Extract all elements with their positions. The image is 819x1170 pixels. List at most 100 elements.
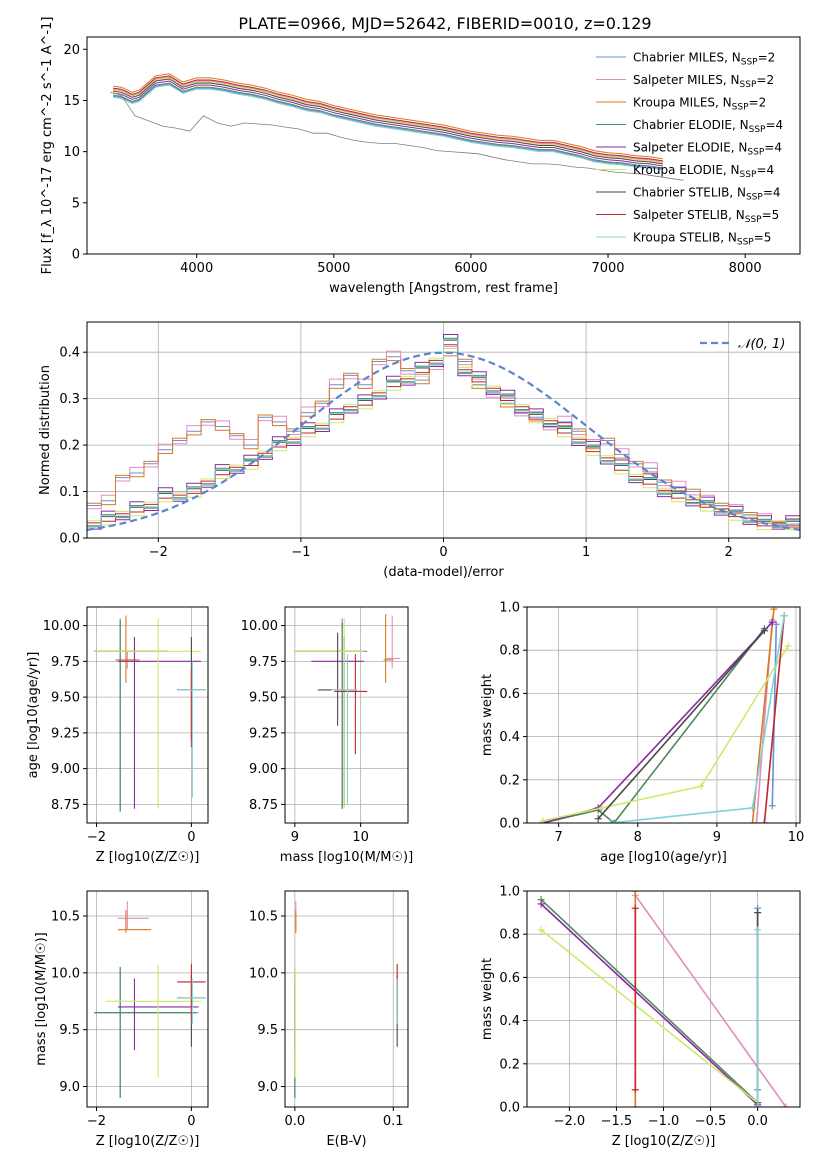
spectrum-marks — [110, 73, 684, 181]
weight-line — [542, 645, 789, 822]
weight-line — [634, 894, 787, 1107]
y-tick-label: 10.0 — [51, 966, 80, 981]
mass_vs_z-frame — [86, 890, 209, 1108]
y-tick-label: 9.0 — [59, 1080, 80, 1095]
y-tick-label: 0.6 — [499, 687, 520, 702]
spectrum-frame — [86, 36, 801, 255]
residuals-panel: −2 −1 0 1 2 0.0 0.1 0.2 0.3 0.4 (data-model)/error… — [38, 321, 801, 580]
y-tick-label: 10.0 — [249, 966, 278, 981]
mass_vs_z-panel: −2 0 9.0 9.5 10.0 10.5 Z [log10(Z/Z☉)] mass [lo… — [34, 890, 209, 1149]
x-tick-label: 4000 — [180, 261, 213, 276]
weight_vs_z-frame — [526, 890, 801, 1108]
x-axis-label: age [log10(age/yr)] — [600, 850, 727, 865]
x-tick-label: 8000 — [729, 261, 762, 276]
y-tick-label: 0.2 — [499, 773, 520, 788]
weight-marker — [537, 900, 545, 908]
residuals-frame — [86, 321, 801, 539]
weight-marker — [631, 1103, 639, 1107]
age_vs_z-frame — [86, 606, 209, 824]
legend-entry: 𝒩(0, 1) — [738, 337, 785, 352]
x-axis-label: Z [log10(Z/Z☉)] — [612, 1134, 716, 1149]
x-axis-label: Z [log10(Z/Z☉)] — [96, 850, 200, 865]
weight-line — [610, 615, 785, 823]
y-tick-label: 1.0 — [499, 885, 520, 900]
y-tick-label: 10.00 — [43, 619, 80, 634]
weight-line — [540, 899, 759, 1104]
y-tick-label: 9.0 — [257, 1080, 278, 1095]
weight-marker — [749, 804, 757, 812]
weight-line — [540, 929, 759, 1104]
y-tick-label: 5 — [72, 196, 80, 211]
x-tick-label: −0.5 — [695, 1114, 727, 1129]
x-tick-label: 10 — [788, 830, 805, 845]
x-axis-label: wavelength [Angstrom, rest frame] — [329, 281, 558, 296]
weight-marker — [754, 909, 762, 917]
weight_vs_z-panel: −2.0 −1.5 −1.0 −0.5 0.0 0.0 0.2 0.4 0.6 0.8 1.0 Z [… — [480, 885, 801, 1149]
residuals-marks — [87, 334, 800, 531]
y-tick-label: 9.5 — [257, 1023, 278, 1038]
x-tick-label: 0.0 — [284, 1114, 305, 1129]
y-axis-label: age [log10(age/yr)] — [26, 652, 41, 779]
y-tick-label: 8.75 — [51, 798, 80, 813]
weight-marker — [631, 1086, 639, 1094]
weight-marker — [610, 819, 618, 823]
y-tick-label: 0.4 — [499, 1014, 520, 1029]
y-tick-label: 0.0 — [499, 817, 520, 832]
x-axis-label: mass [log10(M/M☉)] — [280, 850, 413, 865]
x-tick-label: −1.0 — [648, 1114, 680, 1129]
x-tick-label: 6000 — [454, 261, 487, 276]
weight-line — [542, 621, 773, 823]
weight-marker — [768, 802, 776, 810]
x-tick-label: 5000 — [317, 261, 350, 276]
y-tick-label: 9.75 — [51, 655, 80, 670]
y-tick-label: 0.0 — [499, 1101, 520, 1116]
x-tick-label: −1.5 — [601, 1114, 633, 1129]
x-tick-label: 0 — [187, 830, 195, 845]
x-tick-label: 9 — [713, 830, 721, 845]
age_vs_z-marks — [94, 615, 206, 812]
weight-marker — [752, 819, 760, 823]
weight-marker — [770, 607, 778, 613]
y-tick-label: 0.2 — [499, 1057, 520, 1072]
weight-marker — [780, 612, 788, 620]
mass_vs_ebv-frame — [284, 890, 409, 1108]
age_vs_mass-panel: 9 10 8.75 9.00 9.25 9.50 9.75 10.00 mass [log10(… — [241, 606, 413, 865]
model-spectrum-line — [113, 78, 663, 165]
spectrum-legend: Chabrier MILES, NSSP=2 Salpeter MILES, NS… — [596, 51, 783, 248]
y-tick-label: 0.8 — [499, 644, 520, 659]
model-spectrum-line — [113, 82, 663, 169]
x-tick-label: −2 — [149, 545, 168, 560]
observed-spectrum-line — [110, 91, 684, 181]
legend-entry: Salpeter MILES, NSSP=2 — [633, 73, 774, 90]
x-tick-label: 1 — [582, 545, 590, 560]
y-tick-label: 9.50 — [51, 691, 80, 706]
age_vs_z-panel: −2 0 8.75 9.00 9.25 9.50 9.75 10.00 Z [log10(Z/Z… — [26, 606, 209, 865]
model-spectrum-line — [113, 84, 663, 171]
model-spectrum-line — [113, 75, 663, 162]
mass_vs_ebv-panel: 0.0 0.1 9.0 9.5 10.0 10.5 E(B-V) — [249, 890, 409, 1149]
model-spectrum-line — [113, 76, 663, 163]
y-tick-label: 9.00 — [51, 762, 80, 777]
y-tick-label: 10.5 — [51, 910, 80, 925]
x-tick-label: 10 — [352, 830, 369, 845]
weight-marker — [772, 620, 780, 628]
weight-marker — [539, 817, 547, 823]
x-tick-label: 0.0 — [747, 1114, 768, 1129]
legend-entry: Kroupa STELIB, NSSP=5 — [633, 231, 771, 248]
weight-line — [542, 628, 766, 823]
x-tick-label: 0 — [187, 1114, 195, 1129]
legend-entry: Chabrier ELODIE, NSSP=4 — [633, 118, 783, 135]
x-tick-label: −2.0 — [554, 1114, 586, 1129]
weight-marker — [598, 804, 606, 812]
model-spectrum-line — [113, 83, 663, 170]
x-tick-label: 9 — [291, 830, 299, 845]
x-tick-label: 0.1 — [383, 1114, 404, 1129]
weight-line — [763, 615, 785, 823]
y-tick-label: 0.0 — [59, 532, 80, 547]
legend-entry: Kroupa ELODIE, NSSP=4 — [633, 163, 774, 180]
y-tick-label: 0 — [72, 248, 80, 263]
age_vs_mass-marks — [294, 614, 401, 809]
weight-marker — [784, 642, 792, 650]
y-axis-label: mass weight — [480, 674, 495, 756]
